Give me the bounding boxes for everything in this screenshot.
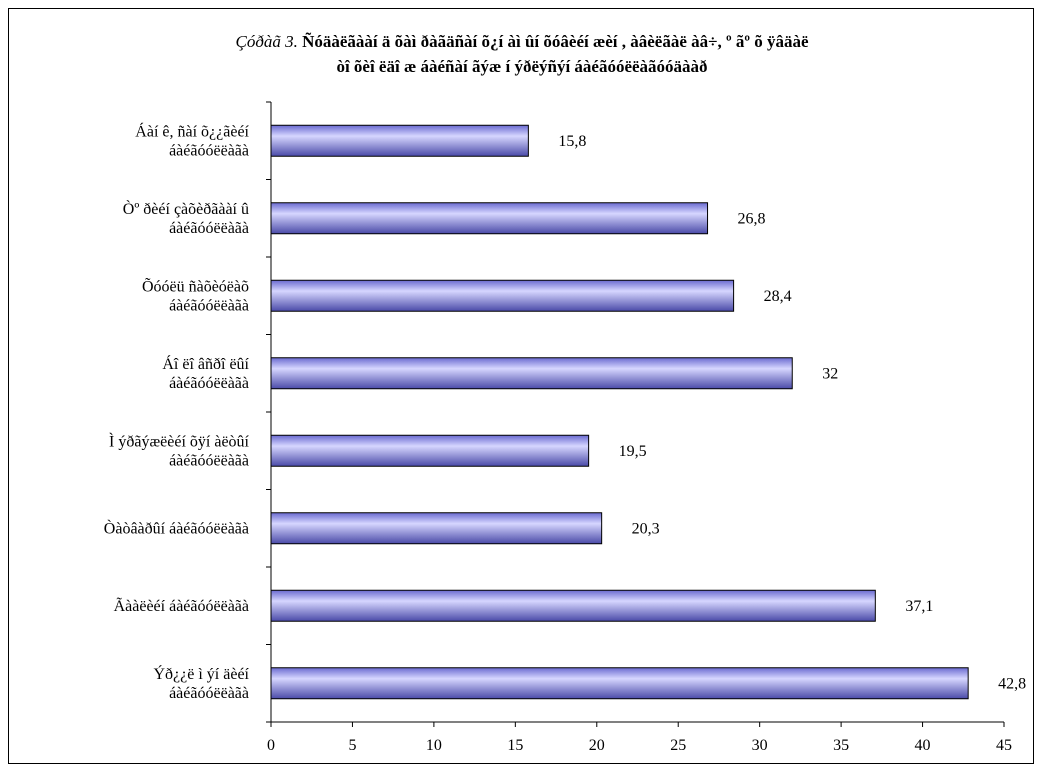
- x-tick-label: 40: [915, 737, 931, 754]
- bar-2: [270, 279, 735, 312]
- x-tick-label: 20: [589, 737, 605, 754]
- bar-5: [270, 512, 603, 545]
- category-label-line: áàéãóóëëàãà: [169, 220, 249, 237]
- bar-1: [270, 202, 709, 235]
- x-tick-label: 35: [833, 737, 849, 754]
- category-label-line: áàéãóóëëàãà: [169, 297, 249, 314]
- category-label-line: Õóóëü ñàõèóëàõ: [142, 277, 249, 295]
- x-tick-label: 5: [348, 737, 356, 754]
- category-label-2: Õóóëü ñàõèóëàõ áàéãóóëëàãà: [142, 277, 249, 314]
- value-label-3: 32: [822, 365, 838, 382]
- category-label-0: Áàí ê, ñàí õ¿¿ãèéí áàéãóóëëàãà: [135, 121, 249, 159]
- value-label-6: 37,1: [905, 598, 933, 615]
- category-label-line: áàéãóóëëàãà: [169, 375, 249, 392]
- category-label-line: Áî ëî âñðî ëûí: [162, 354, 249, 373]
- bar-4: [270, 434, 590, 467]
- value-label-0: 15,8: [558, 133, 586, 150]
- chart-title-text-1: Ñóäàëãààí ä õàì ðàãäñàí õ¿í àì ûí õóâèéí…: [302, 32, 809, 51]
- value-label-4: 19,5: [619, 443, 647, 460]
- chart-title: Çóðàã 3. Ñóäàëãààí ä õàì ðàãäñàí õ¿í àì …: [235, 32, 808, 76]
- category-label-line: Ãààëèéí áàéãóóëëàãà: [114, 597, 249, 615]
- category-label-1: Òº ðèéí çàõèðãààí û áàéãóóëëàãà: [123, 199, 249, 237]
- value-label-1: 26,8: [738, 210, 766, 227]
- x-tick-label: 10: [426, 737, 442, 754]
- category-label-line: Ýð¿¿ë ì ýí äèéí: [154, 664, 250, 683]
- category-label-line: Òàòâàðûí áàéãóóëëàãà: [104, 518, 249, 537]
- chart-title-prefix: Çóðàã 3.: [235, 32, 302, 51]
- chart-title-line-1: Çóðàã 3. Ñóäàëãààí ä õàì ðàãäñàí õ¿í àì …: [235, 32, 808, 51]
- x-tick-label: 15: [507, 737, 523, 754]
- category-label-line: áàéãóóëëàãà: [169, 142, 249, 159]
- category-label-4: Ì ýðãýæëèéí õÿí àëòûí áàéãóóëëàãà: [109, 431, 250, 469]
- bar-0: [270, 124, 529, 157]
- x-tick-label: 0: [267, 737, 275, 754]
- x-tick-label: 45: [996, 737, 1012, 754]
- bar-chart: Çóðàã 3. Ñóäàëãààí ä õàì ðàãäñàí õ¿í àì …: [104, 32, 1026, 754]
- category-label-line: áàéãóóëëàãà: [169, 685, 249, 702]
- category-label-5: Òàòâàðûí áàéãóóëëàãà: [104, 518, 249, 537]
- category-label-line: áàéãóóëëàãà: [169, 452, 249, 469]
- x-tick-label: 25: [670, 737, 686, 754]
- chart-title-line-2: òî õèî ëäî æ áàéñàí ãýæ í ýðëýñýí áàéãóó…: [336, 57, 707, 76]
- axes: 0 5 10 15 20 25 30 35 40 45: [266, 101, 1012, 754]
- value-label-2: 28,4: [764, 288, 792, 305]
- bar-6: [270, 589, 876, 622]
- bar-7: [270, 667, 969, 700]
- x-tick-label: 30: [752, 737, 768, 754]
- category-label-7: Ýð¿¿ë ì ýí äèéí áàéãóóëëàãà: [154, 664, 250, 702]
- chart-frame: Çóðàã 3. Ñóäàëãààí ä õàì ðàãäñàí õ¿í àì …: [8, 8, 1034, 764]
- category-label-6: Ãààëèéí áàéãóóëëàãà: [114, 597, 249, 615]
- category-label-3: Áî ëî âñðî ëûí áàéãóóëëàãà: [162, 354, 249, 392]
- category-label-line: Áàí ê, ñàí õ¿¿ãèéí: [135, 121, 249, 140]
- bar-3: [270, 357, 793, 390]
- value-label-5: 20,3: [632, 520, 660, 537]
- category-label-line: Ì ýðãýæëèéí õÿí àëòûí: [109, 431, 250, 450]
- category-label-line: Òº ðèéí çàõèðãààí û: [123, 199, 249, 218]
- bars: 15,8 Áàí ê, ñàí õ¿¿ãèéí áàéãóóëëàãà 26,8 Òº …: [104, 121, 1026, 702]
- value-label-7: 42,8: [998, 675, 1026, 692]
